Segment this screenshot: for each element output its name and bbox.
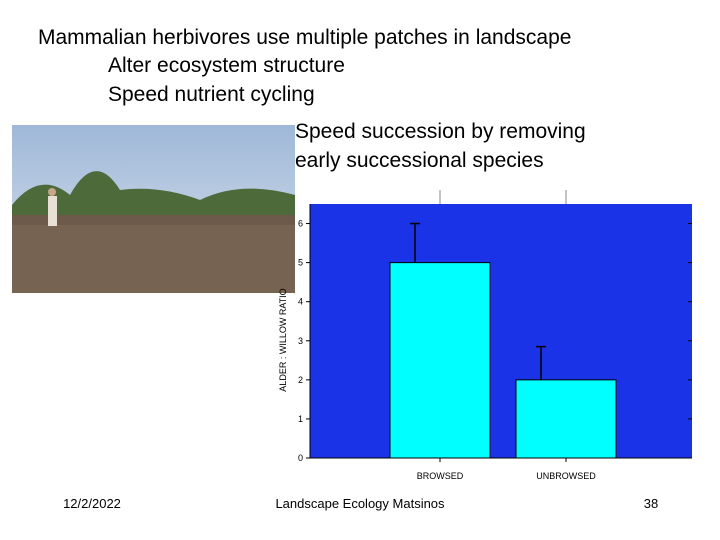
footer-center: Landscape Ecology Matsinos (275, 496, 445, 511)
y-tick-label: 6 (298, 219, 303, 229)
y-tick-label: 4 (298, 297, 303, 307)
plot-area (310, 204, 692, 458)
y-tick-label: 1 (298, 414, 303, 424)
y-tick-label: 2 (298, 375, 303, 385)
photo (12, 125, 295, 293)
y-tick-label: 5 (298, 258, 303, 268)
slide-title: Mammalian herbivores use multiple patche… (38, 26, 571, 49)
x-tick-label: BROWSED (417, 471, 464, 481)
subtext: Speed succession by removing (295, 120, 586, 143)
footer-date: 12/2/2022 (63, 496, 121, 511)
y-tick-label: 3 (298, 336, 303, 346)
bar (515, 379, 617, 459)
bar (389, 262, 491, 459)
bullet: Speed nutrient cycling (108, 83, 315, 106)
subtext: early successional species (295, 149, 544, 172)
footer-page: 38 (644, 496, 658, 511)
y-tick-label: 0 (298, 453, 303, 463)
chart: 0 1 2 3 4 5 6 BROWSED UNBROWSED (298, 204, 692, 481)
bullet: Alter ecosystem structure (108, 54, 345, 77)
x-tick-label: UNBROWSED (536, 471, 596, 481)
y-axis-label: ALDER : WILLOW RATIO (278, 288, 288, 391)
